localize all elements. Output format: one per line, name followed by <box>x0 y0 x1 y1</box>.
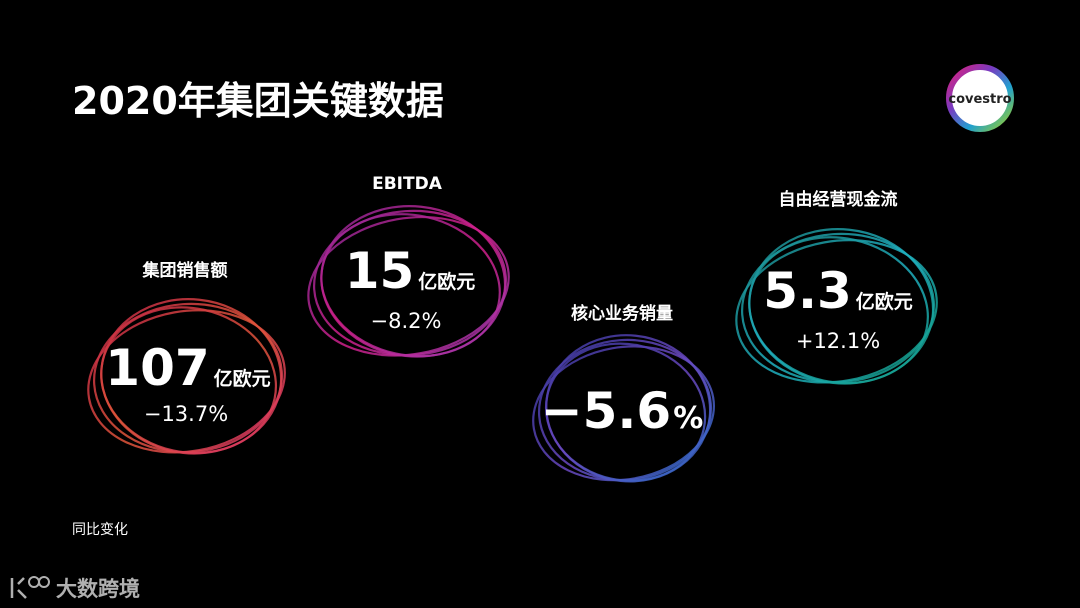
ring-stroke <box>307 215 510 357</box>
ring-stroke <box>544 342 707 482</box>
watermark-text: 大数跨境 <box>56 577 140 601</box>
logo: covestro <box>946 64 1014 132</box>
logo-text: covestro <box>948 92 1011 107</box>
metric-label: 核心业务销量 <box>571 303 673 324</box>
value: 107 <box>105 339 209 397</box>
watermark-icon <box>28 576 40 588</box>
metric-value: 107 亿欧元 <box>105 339 270 397</box>
watermark-icon <box>10 577 27 599</box>
ring-stroke <box>320 213 501 358</box>
value: 5.3 <box>763 262 852 320</box>
title: 2020年集团关键数据 <box>72 79 444 123</box>
watermark: 大数跨境 <box>10 576 140 601</box>
metric-label: 自由经营现金流 <box>779 189 898 210</box>
metric-label: EBITDA <box>372 174 443 194</box>
ring-stroke <box>748 236 929 385</box>
footnote: 同比变化 <box>72 522 128 538</box>
metric-change: −13.7% <box>144 402 228 426</box>
value: −5.6 <box>541 382 671 440</box>
ring-stroke <box>735 239 938 384</box>
rings <box>87 205 938 483</box>
metric-change: −8.2% <box>371 309 442 333</box>
watermark-icon <box>38 576 50 588</box>
unit: 亿欧元 <box>856 290 913 313</box>
logo-ring <box>946 64 1014 132</box>
metric-value: −5.6% <box>541 382 704 440</box>
unit: 亿欧元 <box>418 270 475 293</box>
metric-label: 集团销售额 <box>142 260 228 281</box>
ring-stroke <box>532 345 715 482</box>
unit: % <box>673 401 703 436</box>
ring-stroke <box>87 309 286 454</box>
ring-stroke <box>100 306 278 455</box>
value: 15 <box>345 242 415 300</box>
metric-value: 5.3 亿欧元 <box>763 262 913 320</box>
metric-value: 15 亿欧元 <box>345 242 476 300</box>
unit: 亿欧元 <box>214 367 271 390</box>
metric-change: +12.1% <box>796 329 880 353</box>
